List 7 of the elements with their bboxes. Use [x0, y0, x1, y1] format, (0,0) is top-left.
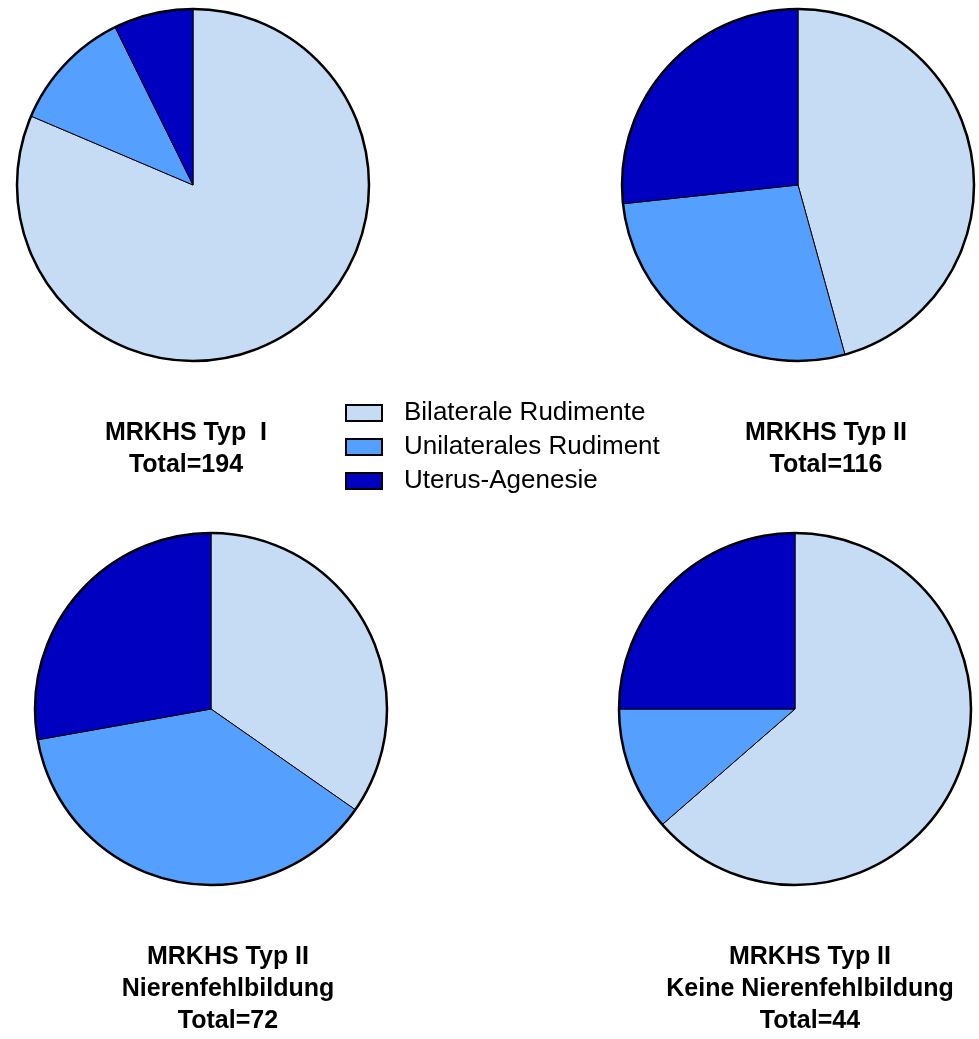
- text: MRKHS Typ I Total=194: [104, 417, 268, 477]
- text: MRKHS Typ II Keine Nierenfehlbildung Total=44: [666, 941, 954, 1033]
- text: MRKHS Typ II Nierenfehlbildung Total=72: [121, 941, 335, 1033]
- text: MRKHS Typ II Total=116: [744, 417, 908, 477]
- legend-label: Bilaterale Rudimente: [404, 396, 646, 426]
- legend-label: Uterus-Agenesie: [404, 464, 598, 494]
- legend-label: Unilaterales Rudiment: [404, 430, 661, 460]
